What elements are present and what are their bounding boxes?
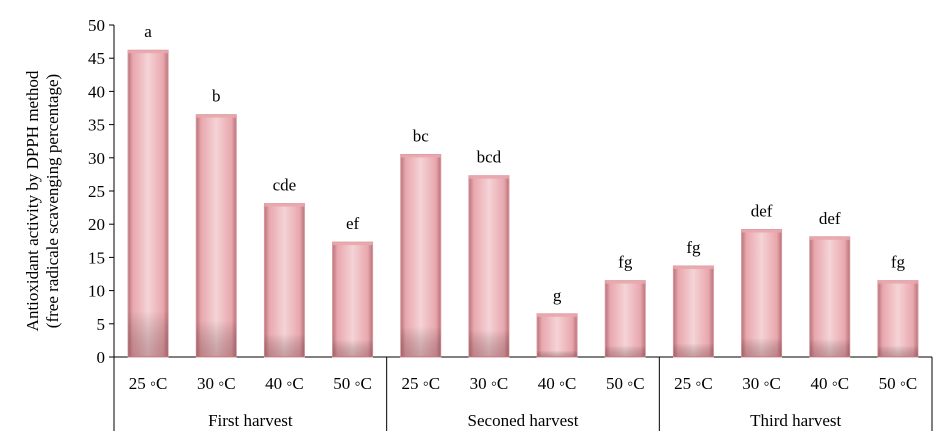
bar-shade (468, 175, 509, 357)
y-tick-label: 0 (97, 348, 106, 367)
bar-shade (400, 154, 441, 357)
x-category-label: 50 ◦C (606, 374, 645, 393)
y-tick-label: 35 (88, 116, 105, 135)
x-category-label: 50 ◦C (879, 374, 918, 393)
y-tick-label: 30 (88, 149, 105, 168)
significance-letter: cde (273, 176, 297, 195)
bar-top-cap (400, 154, 441, 158)
y-tick-label: 15 (88, 248, 105, 267)
bar-top-cap (741, 229, 782, 233)
significance-letter: fg (891, 253, 906, 272)
x-category-label: 25 ◦C (129, 374, 168, 393)
bar-shade (332, 242, 373, 357)
y-tick-label: 10 (88, 282, 105, 301)
bar-top-cap (128, 50, 169, 54)
significance-letter: bcd (477, 148, 502, 167)
y-axis-label-line: (free radicale scavenging percentage) (43, 74, 62, 328)
bar-top-cap (877, 280, 918, 284)
significance-letter: def (751, 202, 773, 221)
y-axis-label: Antioxidant activity by DPPH method (free… (23, 70, 62, 331)
x-category-label: 30 ◦C (197, 374, 236, 393)
significance-letter: b (212, 87, 221, 106)
x-category-label: 40 ◦C (810, 374, 849, 393)
x-category-label: 40 ◦C (265, 374, 304, 393)
x-category-label: 30 ◦C (470, 374, 509, 393)
bar-top-cap (537, 313, 578, 317)
bars (127, 49, 919, 358)
bar-top-cap (673, 266, 714, 270)
significance-letter: fg (618, 253, 633, 272)
significance-letter: fg (686, 238, 701, 257)
y-tick-label: 20 (88, 215, 105, 234)
bar-top-cap (264, 203, 305, 207)
bar-shade (809, 236, 850, 357)
bar-shade (673, 266, 714, 357)
y-axis-label-line: Antioxidant activity by DPPH method (23, 70, 42, 331)
x-group-label: Seconed harvest (468, 411, 579, 430)
significance-letter: def (819, 209, 841, 228)
y-tick-label: 45 (88, 49, 105, 68)
x-group-label: Third harvest (750, 411, 841, 430)
significance-letter: bc (413, 126, 430, 145)
bar-shade (264, 203, 305, 357)
bar-shade (877, 280, 918, 357)
significance-letter: a (144, 22, 152, 41)
bar-shade (741, 229, 782, 357)
x-group-label: First harvest (208, 411, 293, 430)
y-tick-label: 25 (88, 182, 105, 201)
bar-top-cap (196, 114, 237, 118)
y-tick-label: 5 (97, 315, 106, 334)
x-category-label: 50 ◦C (333, 374, 372, 393)
x-category-label: 40 ◦C (538, 374, 577, 393)
significance-letter: g (553, 286, 562, 305)
axes: 0 5 10 15 20 25 30 35 40 45 50 (88, 16, 933, 431)
bar-shade (537, 313, 578, 357)
bar-top-cap (468, 175, 509, 179)
significance-letter: ef (346, 214, 360, 233)
bar-top-cap (332, 242, 373, 246)
x-category-label: 30 ◦C (742, 374, 781, 393)
bar-shade (196, 114, 237, 357)
bar-top-cap (809, 236, 850, 240)
labels: a 25 ◦C b 30 ◦C cde 40 ◦C ef 50 ◦C First harvest… (129, 22, 917, 430)
x-category-label: 25 ◦C (401, 374, 440, 393)
bar-shade (128, 50, 169, 358)
y-tick-label: 50 (88, 16, 105, 35)
bar-top-cap (605, 280, 646, 284)
bar-shade (605, 280, 646, 357)
y-tick-label: 40 (88, 82, 105, 101)
x-category-label: 25 ◦C (674, 374, 713, 393)
